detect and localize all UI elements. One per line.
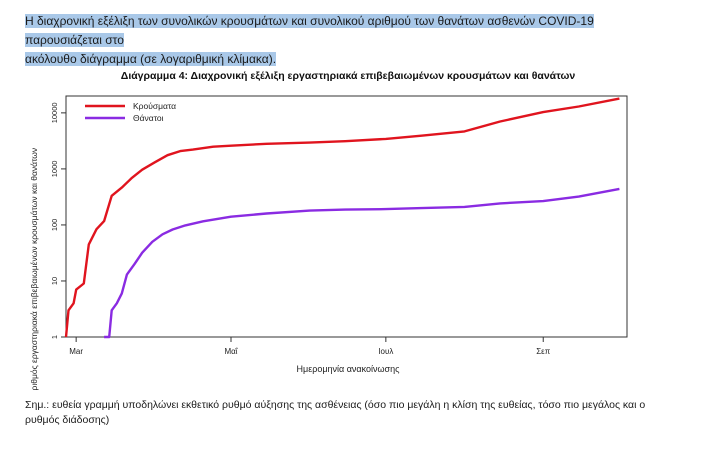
chart-axes: 1 10 100 1000 10000 Mar Μαΐ Ιουλ Σεπ <box>50 95 628 356</box>
intro-line-2: ακόλουθο διάγραμμα (σε λογαριθμική κλίμα… <box>25 52 277 66</box>
plot-frame <box>65 95 628 338</box>
y-tick-label: 10000 <box>50 102 59 123</box>
footnote: Σημ.: ευθεία γραμμή υποδηλώνει εκθετικό … <box>25 399 646 426</box>
intro-paragraph: Η διαχρονική εξέλιξη των συνολικών κρουσ… <box>25 12 665 69</box>
y-axis-label: Αριθμός εργαστηριακά επιβεβαιωμένων κρου… <box>29 148 39 390</box>
chart-title: Διάγραμμα 4: Διαχρονική εξέλιξη εργαστηρ… <box>121 70 576 82</box>
x-tick-label: Ιουλ <box>378 347 393 356</box>
series-layer <box>64 97 620 339</box>
chart-legend: Κρούσματα Θάνατοι <box>85 101 176 123</box>
y-tick-label: 10 <box>50 277 59 285</box>
x-axis-label: Ημερομηνία ανακοίνωσης <box>297 364 401 374</box>
legend-label: Θάνατοι <box>133 113 164 123</box>
y-tick-label: 1 <box>50 335 59 339</box>
x-tick-label: Σεπ <box>536 347 551 356</box>
series-line-2 <box>104 187 620 339</box>
y-tick-label: 1000 <box>50 161 59 178</box>
series-line-1 <box>64 97 620 338</box>
y-tick-label: 100 <box>50 219 59 232</box>
legend-label: Κρούσματα <box>133 101 176 111</box>
x-tick-label: Mar <box>69 347 83 356</box>
x-tick-label: Μαΐ <box>224 347 238 356</box>
intro-line-1: Η διαχρονική εξέλιξη των συνολικών κρουσ… <box>25 14 594 47</box>
line-chart: Διάγραμμα 4: Διαχρονική εξέλιξη εργαστηρ… <box>29 70 628 390</box>
